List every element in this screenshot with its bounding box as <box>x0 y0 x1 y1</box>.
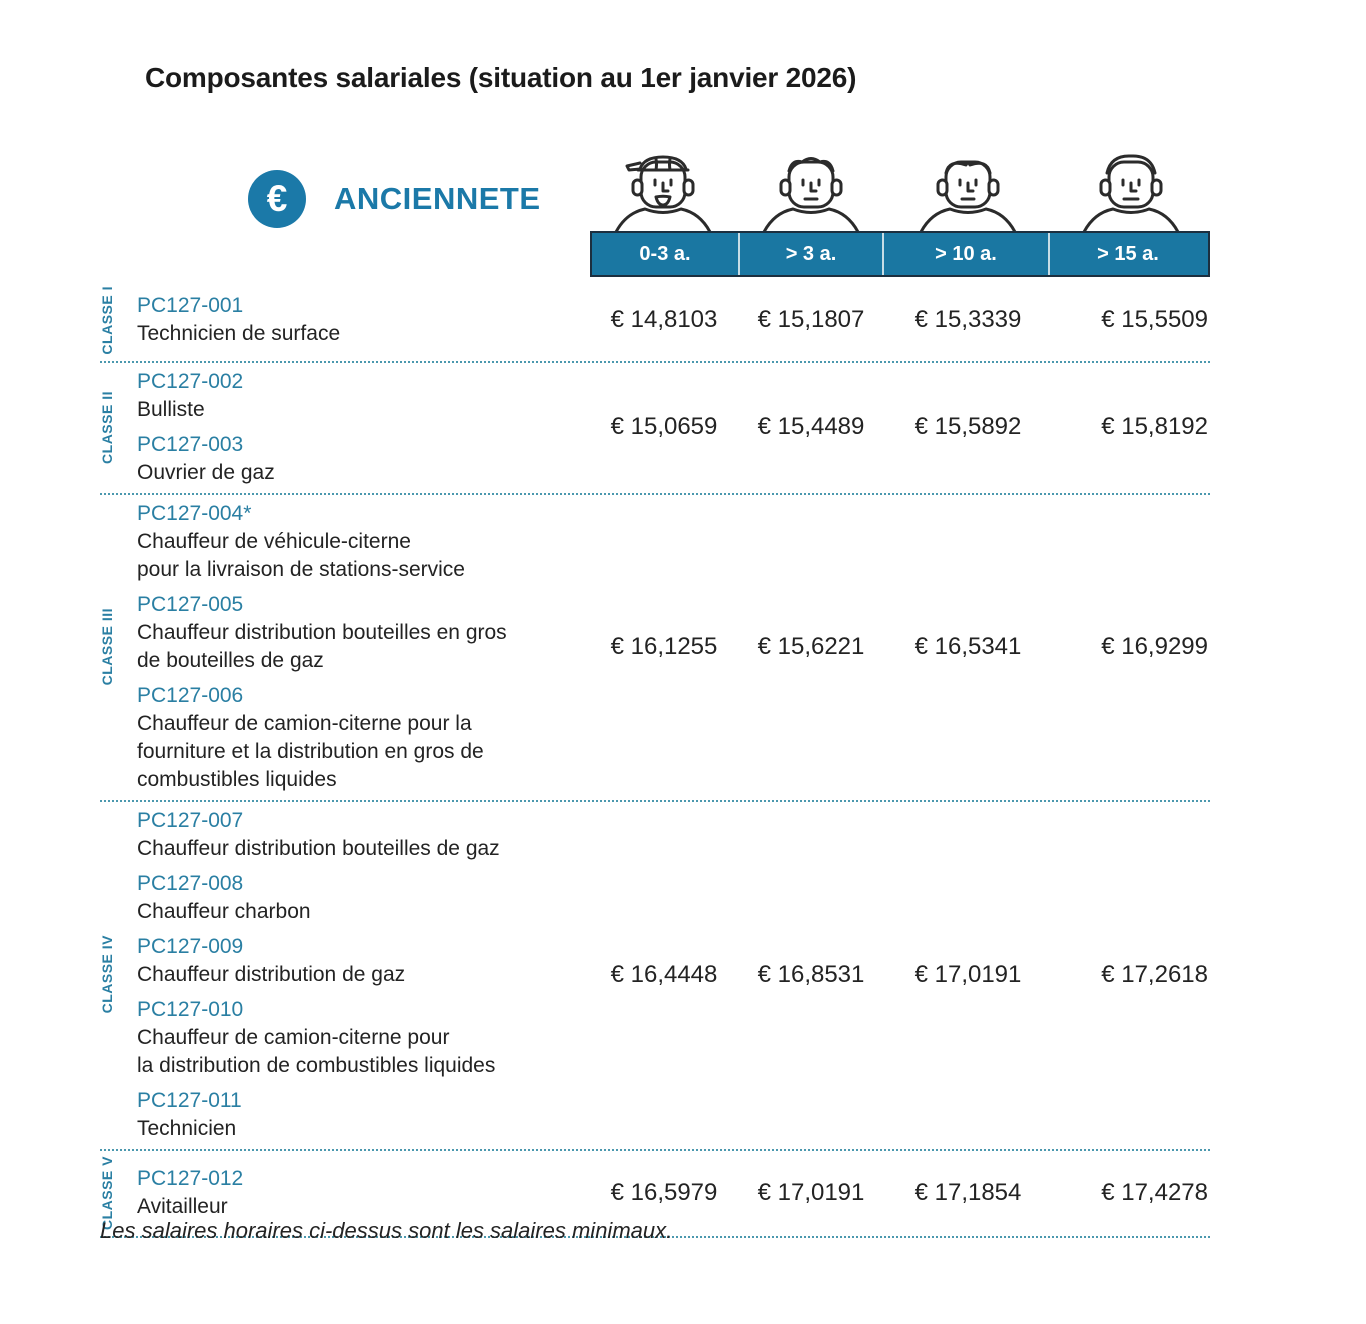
job-code: PC127-011 <box>137 1088 242 1112</box>
job-code: PC127-010 <box>137 997 244 1021</box>
salary-value: € 15,5892 <box>914 413 1022 441</box>
salary-value: € 17,0191 <box>757 1178 865 1206</box>
job-entry: PC127-010 Chauffeur de camion-citerne po… <box>137 996 590 1080</box>
job-title-line: Avitailleur <box>137 1194 228 1218</box>
salary-value: € 16,5979 <box>610 1178 718 1206</box>
table-row-classe-1: CLASSE I PC127-001 Technicien de surface… <box>99 281 1210 363</box>
job-entry: PC127-009 Chauffeur distribution de gaz <box>137 933 590 989</box>
job-list: PC127-001 Technicien de surface <box>137 292 590 348</box>
euro-circle-icon: € <box>248 170 306 228</box>
salary-value: € 16,9299 <box>1101 632 1208 660</box>
job-list: PC127-004* Chauffeur de véhicule-citerne… <box>137 500 590 794</box>
job-code: PC127-001 <box>137 294 244 318</box>
job-list: PC127-007 Chauffeur distribution bouteil… <box>137 807 590 1143</box>
job-code: PC127-006 <box>137 683 244 707</box>
classe-label: CLASSE II <box>99 390 115 464</box>
job-entry: PC127-007 Chauffeur distribution bouteil… <box>137 807 590 863</box>
job-entry: PC127-006 Chauffeur de camion-citerne po… <box>137 682 590 794</box>
job-code: PC127-012 <box>137 1166 244 1190</box>
table-row-classe-2: CLASSE II PC127-002 Bulliste PC127-003 O… <box>99 363 1210 495</box>
job-title-line: de bouteilles de gaz <box>137 648 324 672</box>
salary-value: € 16,4448 <box>610 960 718 988</box>
seniority-col-gt10: > 10 a. <box>882 233 1048 275</box>
job-title-line: Technicien <box>137 1116 237 1140</box>
job-code: PC127-003 <box>137 432 244 456</box>
worker-young-icon <box>759 154 863 232</box>
job-entry: PC127-008 Chauffeur charbon <box>137 870 590 926</box>
job-code: PC127-005 <box>137 592 244 616</box>
job-list: PC127-012 Avitailleur <box>137 1165 590 1221</box>
job-entry: PC127-001 Technicien de surface <box>137 292 590 348</box>
job-title-line: Chauffeur de camion-citerne pour la <box>137 711 472 735</box>
table-row-classe-3: CLASSE III PC127-004* Chauffeur de véhic… <box>99 495 1210 802</box>
anciennete-label: ANCIENNETE <box>334 181 541 216</box>
euro-symbol: € <box>266 178 288 219</box>
minimum-salary-footnote: Les salaires horaires ci-dessus sont les… <box>100 1218 673 1243</box>
worker-middle-icon <box>916 154 1020 232</box>
salary-value: € 16,1255 <box>610 632 718 660</box>
job-code: PC127-009 <box>137 934 244 958</box>
salary-value: € 15,6221 <box>757 632 865 660</box>
classe-label: CLASSE I <box>99 286 115 355</box>
job-title-line: Chauffeur de camion-citerne pour <box>137 1025 450 1049</box>
job-title-line: combustibles liquides <box>137 767 337 791</box>
salary-value: € 15,1807 <box>757 306 865 334</box>
salary-table: CLASSE I PC127-001 Technicien de surface… <box>99 281 1210 1238</box>
salary-value: € 17,4278 <box>1101 1178 1208 1206</box>
job-entry: PC127-005 Chauffeur distribution bouteil… <box>137 591 590 675</box>
job-entry: PC127-011 Technicien <box>137 1087 590 1143</box>
classe-label: CLASSE IV <box>99 935 115 1014</box>
seniority-col-gt15: > 15 a. <box>1048 233 1206 275</box>
job-title-line: Chauffeur distribution bouteilles de gaz <box>137 836 500 860</box>
job-title-line: fourniture et la distribution en gros de <box>137 739 484 763</box>
job-list: PC127-002 Bulliste PC127-003 Ouvrier de … <box>137 368 590 487</box>
salary-value: € 15,0659 <box>610 413 718 441</box>
salary-value: € 15,3339 <box>914 306 1022 334</box>
table-row-classe-4: CLASSE IV PC127-007 Chauffeur distributi… <box>99 802 1210 1151</box>
job-entry: PC127-012 Avitailleur <box>137 1165 590 1221</box>
job-entry: PC127-003 Ouvrier de gaz <box>137 431 590 487</box>
job-code: PC127-004* <box>137 501 252 525</box>
salary-value: € 15,5509 <box>1101 306 1208 334</box>
salary-value: € 17,2618 <box>1101 960 1208 988</box>
salary-value: € 14,8103 <box>610 306 718 334</box>
job-title-line: Bulliste <box>137 397 205 421</box>
worker-junior-icon <box>611 154 715 232</box>
classe-label: CLASSE III <box>99 607 115 686</box>
job-code: PC127-007 <box>137 808 244 832</box>
seniority-col-0-3: 0-3 a. <box>639 242 691 265</box>
salary-value: € 16,5341 <box>914 632 1022 660</box>
seniority-header-bar: 0-3 a. > 3 a. > 10 a. > 15 a. <box>590 231 1210 277</box>
salary-value: € 17,1854 <box>914 1178 1022 1206</box>
job-title-line: Technicien de surface <box>137 322 341 346</box>
table-row-classe-5: CLASSE V PC127-012 Avitailleur € 16,5979… <box>99 1151 1210 1238</box>
job-title-line: Ouvrier de gaz <box>137 460 275 484</box>
job-code: PC127-008 <box>137 871 244 895</box>
anciennete-header: € ANCIENNETE <box>248 170 541 228</box>
job-title-line: Chauffeur distribution bouteilles en gro… <box>137 620 507 644</box>
job-entry: PC127-002 Bulliste <box>137 368 590 424</box>
salary-value: € 17,0191 <box>914 960 1022 988</box>
salary-value: € 15,4489 <box>757 413 865 441</box>
job-title-line: Chauffeur distribution de gaz <box>137 962 406 986</box>
salary-value: € 16,8531 <box>757 960 865 988</box>
job-title-line: la distribution de combustibles liquides <box>137 1053 496 1077</box>
page-title: Composantes salariales (situation au 1er… <box>145 62 857 93</box>
job-title-line: pour la livraison de stations-service <box>137 557 465 581</box>
job-code: PC127-002 <box>137 369 244 393</box>
worker-senior-icon <box>1079 154 1183 232</box>
seniority-col-gt3: > 3 a. <box>738 233 882 275</box>
job-title-line: Chauffeur charbon <box>137 899 311 923</box>
job-title-line: Chauffeur de véhicule-citerne <box>137 529 411 553</box>
job-entry: PC127-004* Chauffeur de véhicule-citerne… <box>137 500 590 584</box>
salary-value: € 15,8192 <box>1101 413 1208 441</box>
